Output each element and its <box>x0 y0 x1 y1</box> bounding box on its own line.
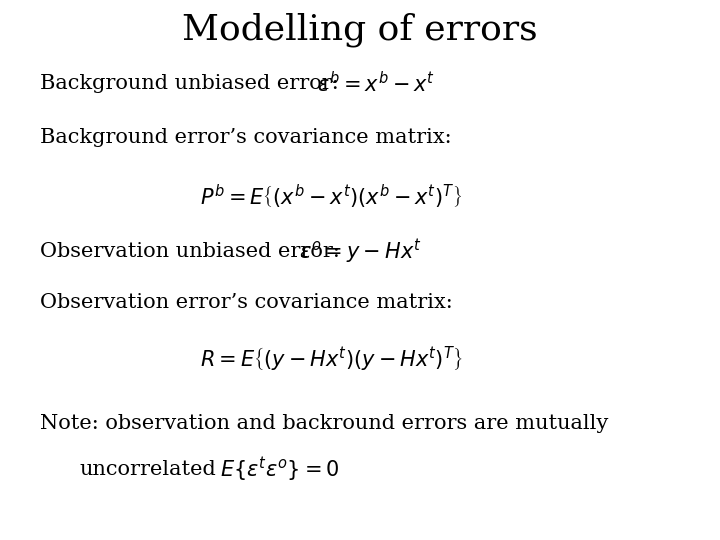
Text: $\varepsilon^{b} = x^{b} - x^{t}$: $\varepsilon^{b} = x^{b} - x^{t}$ <box>317 71 435 96</box>
Text: $\varepsilon^{o} = y - Hx^{t}$: $\varepsilon^{o} = y - Hx^{t}$ <box>299 237 421 266</box>
Text: $E\left\{\varepsilon^{t}\varepsilon^{o}\right\} = 0$: $E\left\{\varepsilon^{t}\varepsilon^{o}\… <box>220 455 339 484</box>
Text: Background unbiased error:: Background unbiased error: <box>40 74 338 93</box>
Text: $P^{b} = E\left\{(x^{b} - x^{t})(x^{b} - x^{t})^{T}\right\}$: $P^{b} = E\left\{(x^{b} - x^{t})(x^{b} -… <box>200 183 462 211</box>
Text: uncorrelated: uncorrelated <box>79 460 216 480</box>
Text: Observation unbiased error:: Observation unbiased error: <box>40 241 339 261</box>
Text: $R = E\left\{(y - Hx^{t})(y - Hx^{t})^{T}\right\}$: $R = E\left\{(y - Hx^{t})(y - Hx^{t})^{T… <box>199 345 463 374</box>
Text: Background error’s covariance matrix:: Background error’s covariance matrix: <box>40 128 451 147</box>
Text: Observation error’s covariance matrix:: Observation error’s covariance matrix: <box>40 293 452 312</box>
Text: Modelling of errors: Modelling of errors <box>182 12 538 47</box>
Text: Note: observation and backround errors are mutually: Note: observation and backround errors a… <box>40 414 608 434</box>
